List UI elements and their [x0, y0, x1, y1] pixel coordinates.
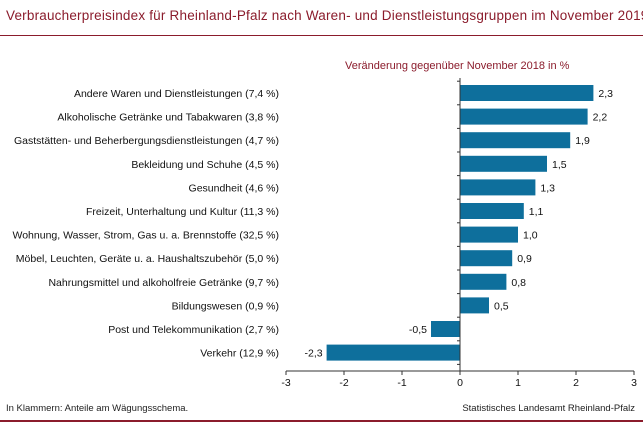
category-labels-group: Andere Waren und Dienstleistungen (7,4 %…	[12, 88, 279, 360]
category-label: Gesundheit (4,6 %)	[189, 182, 279, 194]
value-label: 1,5	[552, 159, 567, 171]
category-label: Andere Waren und Dienstleistungen (7,4 %…	[74, 88, 279, 100]
category-label: Gaststätten- und Beherbergungsdienstleis…	[14, 135, 279, 147]
x-tick-label: 3	[631, 377, 637, 389]
value-label: 2,3	[598, 88, 613, 100]
bar	[460, 203, 524, 219]
category-label: Bildungswesen (0,9 %)	[172, 300, 279, 312]
value-label: 1,3	[540, 182, 555, 194]
value-label: 0,9	[517, 253, 532, 265]
value-labels-group: 2,3 2,21,9 1,5 1,3 1,1 1,0 0,9 0,80,5 -0,5 -2,3	[305, 88, 614, 360]
x-tick-label: -1	[397, 377, 406, 389]
x-axis: -3 -2 -1 0 1 2 3	[281, 78, 637, 389]
source-note: Statistisches Landesamt Rheinland-Pfalz	[462, 403, 635, 414]
value-label: 0,8	[511, 277, 526, 289]
bar	[460, 273, 507, 290]
category-label: Wohnung, Wasser, Strom, Gas u. a. Brenns…	[12, 230, 279, 242]
bar	[326, 344, 460, 361]
chart-subtitle: Veränderung gegenüber November 2018 in %	[345, 60, 570, 72]
category-label: Alkoholische Getränke und Tabakwaren (3,…	[57, 112, 279, 124]
value-label: 1,1	[529, 206, 544, 218]
bar	[431, 321, 460, 337]
bar	[460, 108, 588, 125]
bar	[460, 250, 513, 267]
bar	[460, 297, 489, 314]
bar	[460, 226, 518, 243]
bar	[460, 155, 547, 172]
chart-title: Verbraucherpreisindex für Rheinland-Pfal…	[6, 8, 643, 23]
x-tick-label: 1	[515, 377, 521, 389]
x-tick-label: 2	[573, 377, 579, 389]
bar	[460, 132, 571, 149]
x-tick-label: -2	[339, 377, 348, 389]
category-label: Nahrungsmittel und alkoholfreie Getränke…	[48, 277, 279, 289]
value-label: 2,2	[593, 112, 608, 124]
value-label: 1,0	[523, 230, 538, 242]
category-label: Möbel, Leuchten, Geräte u. a. Haushaltsz…	[16, 253, 279, 265]
title-divider	[0, 35, 643, 36]
x-tick-label: 0	[457, 377, 463, 389]
value-label: 0,5	[494, 300, 509, 312]
value-label: 1,9	[575, 135, 590, 147]
category-label: Post und Telekommunikation (2,7 %)	[108, 324, 279, 336]
bar	[460, 85, 594, 101]
footnote: In Klammern: Anteile am Wägungsschema.	[6, 403, 189, 414]
bottom-divider	[0, 420, 643, 422]
category-label: Bekleidung und Schuhe (4,5 %)	[131, 159, 279, 171]
value-label: -0,5	[409, 324, 427, 336]
value-label: -2,3	[305, 348, 323, 360]
bar	[460, 179, 536, 196]
bars-group	[326, 85, 594, 361]
category-label: Freizeit, Unterhaltung und Kultur (11,3 …	[86, 206, 279, 218]
x-tick-label: -3	[281, 377, 290, 389]
category-label: Verkehr (12,9 %)	[200, 348, 279, 360]
